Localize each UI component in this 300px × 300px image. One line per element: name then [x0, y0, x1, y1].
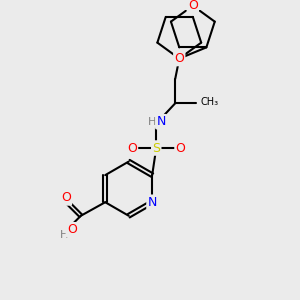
Text: H: H [60, 230, 68, 240]
Text: O: O [67, 223, 77, 236]
Text: O: O [61, 191, 71, 205]
Text: O: O [188, 0, 198, 12]
Text: CH₃: CH₃ [200, 97, 218, 107]
Text: N: N [156, 115, 166, 128]
Text: H: H [148, 117, 157, 127]
Text: N: N [148, 196, 157, 209]
Text: O: O [174, 52, 184, 65]
Text: S: S [152, 142, 160, 154]
Text: O: O [127, 142, 137, 154]
Text: O: O [176, 142, 185, 154]
